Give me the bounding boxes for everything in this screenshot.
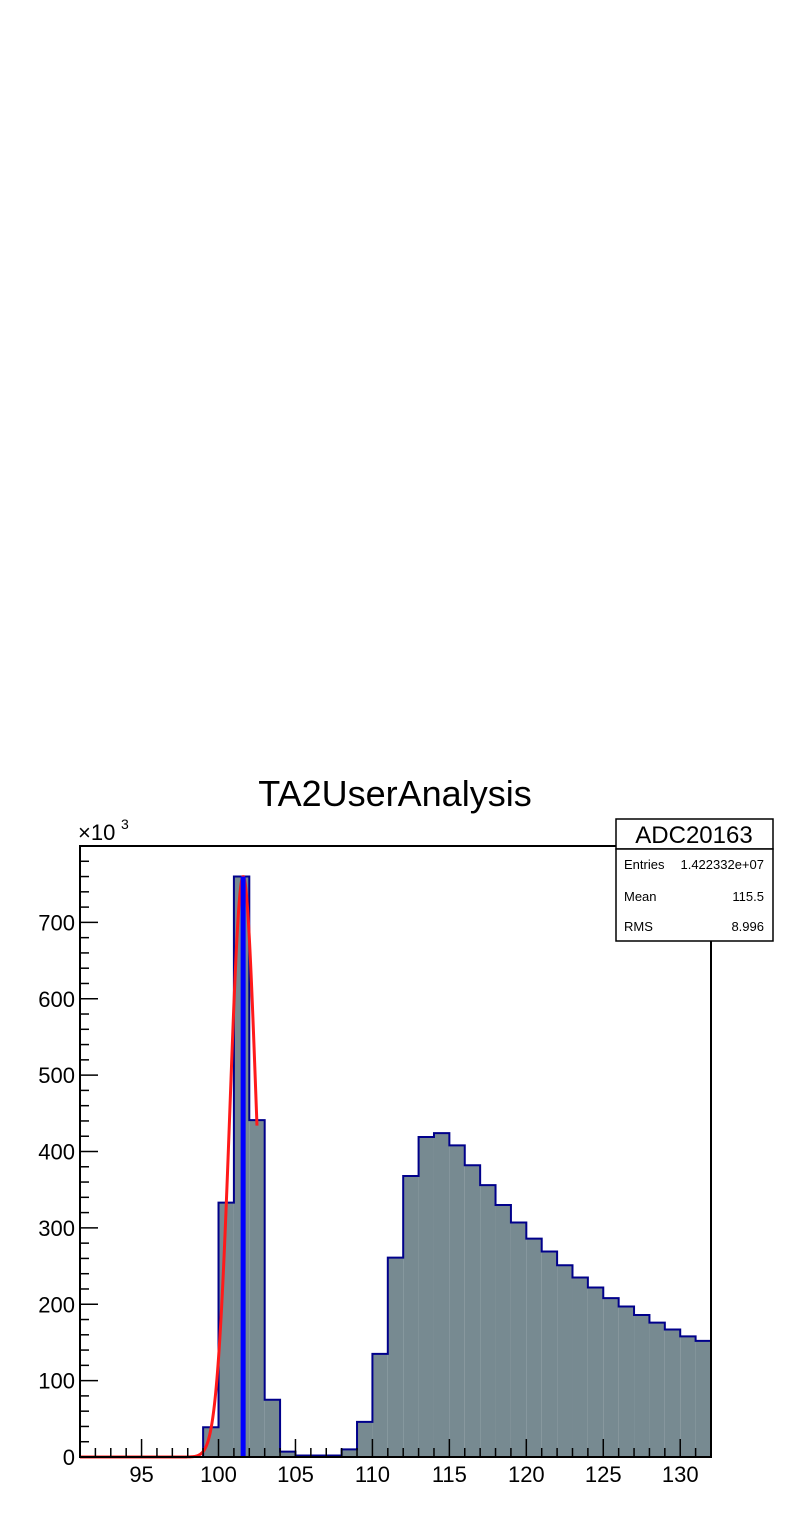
histogram-bar [203,1427,219,1457]
stats-mean-value: 115.5 [732,889,764,904]
y-tick-label: 400 [38,1140,75,1165]
histogram-bar [541,1251,558,1457]
y-tick-label: 600 [38,987,75,1012]
stats-mean-label: Mean [624,889,657,904]
stats-body-frame [615,848,774,942]
y-tick-label: 700 [38,910,75,935]
histogram-bars [80,875,712,1458]
x-tick-label: 125 [585,1462,622,1487]
histogram-bar [249,1120,265,1457]
histogram-bar [264,1399,281,1457]
chart-title: TA2UserAnalysis [258,773,531,814]
histogram-bar [372,1353,388,1457]
histogram-bar [649,1322,665,1457]
y-tick-label: 100 [38,1369,75,1394]
stats-histogram-name: ADC20163 [635,822,752,849]
histogram-outline [80,875,712,1458]
x-tick-label: 120 [508,1462,545,1487]
y-axis-multiplier: ×10 3 [78,816,129,845]
stats-rms-value: 8.996 [731,919,764,934]
histogram-bar [572,1277,588,1457]
x-tick-label: 95 [129,1462,153,1487]
y-multiplier-label: ×10 [78,820,115,845]
y-tick-label: 200 [38,1292,75,1317]
x-tick-label: 110 [355,1462,390,1487]
stats-rms-label: RMS [624,919,653,934]
histogram-bar [495,1204,511,1457]
histogram-bar [526,1238,542,1457]
histogram-bar [587,1287,604,1457]
x-tick-label: 130 [662,1462,699,1487]
histogram-bar [557,1265,573,1457]
histogram-bar [387,1257,404,1457]
x-axis: 95 100 105 110 115 120 125 130 [79,1439,712,1487]
histogram-bar [664,1329,681,1457]
histogram-bar [280,1451,296,1457]
y-tick-label: 0 [63,1445,75,1470]
histogram-bar [695,1340,711,1457]
histogram-bar [433,1133,450,1457]
histogram-bar [480,1185,496,1457]
stats-entries-label: Entries [624,857,665,872]
stats-entries-value: 1.422332e+07 [680,857,764,872]
y-tick-label: 300 [38,1216,75,1241]
y-multiplier-exponent: 3 [121,816,129,832]
histogram-bar [357,1421,373,1457]
y-axis: 0 100 200 300 400 500 600 700 [38,845,98,1470]
y-tick-label: 500 [38,1063,75,1088]
x-tick-label: 105 [277,1462,314,1487]
histogram-bar [341,1449,358,1457]
histogram-bar [464,1165,481,1457]
histogram-bar [449,1145,465,1457]
histogram-bar [418,1136,434,1457]
stats-header-frame [615,818,774,850]
histogram-bar [603,1298,619,1457]
x-tick-label: 115 [432,1462,467,1487]
histogram-bar [634,1314,650,1457]
histogram-bar [618,1306,635,1457]
histogram-bar [680,1336,696,1457]
histogram-bar [403,1175,419,1457]
stats-box: ADC20163 Entries 1.422332e+07 Mean 115.5… [615,818,774,942]
x-tick-label: 100 [200,1462,237,1487]
histogram-bar [510,1222,527,1457]
